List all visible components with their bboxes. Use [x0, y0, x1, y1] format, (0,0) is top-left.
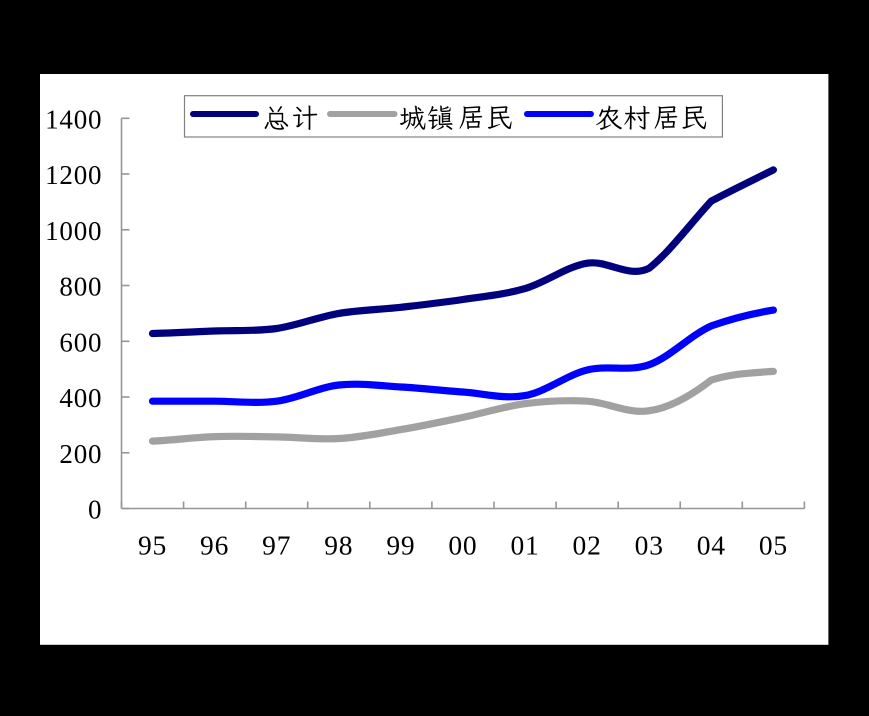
- svg-text:99: 99: [386, 529, 415, 560]
- svg-text:00: 00: [448, 529, 477, 560]
- svg-text:02: 02: [573, 529, 602, 560]
- svg-text:03: 03: [635, 529, 664, 560]
- svg-text:1000: 1000: [45, 216, 102, 246]
- svg-text:05: 05: [759, 529, 788, 560]
- svg-text:1400: 1400: [45, 105, 102, 135]
- svg-text:1200: 1200: [45, 160, 102, 190]
- svg-text:97: 97: [262, 529, 291, 560]
- svg-text:04: 04: [697, 529, 726, 560]
- svg-text:400: 400: [59, 383, 102, 413]
- svg-text:01: 01: [510, 529, 539, 560]
- svg-text:96: 96: [200, 529, 229, 560]
- svg-text:95: 95: [138, 529, 167, 560]
- svg-text:98: 98: [324, 529, 353, 560]
- svg-text:800: 800: [59, 272, 102, 302]
- svg-text:600: 600: [59, 328, 102, 358]
- svg-text:200: 200: [59, 439, 102, 469]
- svg-text:0: 0: [88, 495, 102, 525]
